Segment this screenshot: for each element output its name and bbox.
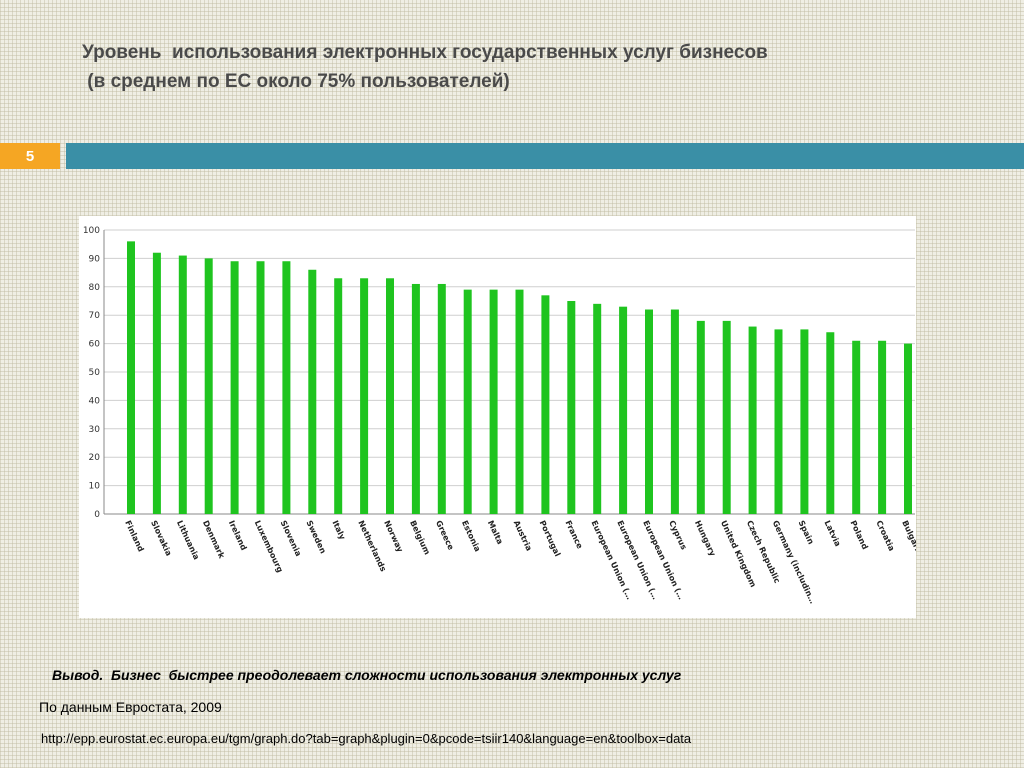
x-tick-label: Spain xyxy=(797,519,816,546)
x-tick-label: Malta xyxy=(486,519,505,546)
y-tick-label: 100 xyxy=(83,226,100,236)
bar xyxy=(127,241,135,515)
title-line-2: (в среднем по ЕС около 75% пользователей… xyxy=(82,71,510,92)
bar xyxy=(256,261,265,514)
x-tick-label: Norway xyxy=(382,519,405,554)
bar xyxy=(178,255,187,514)
bar-chart: 0 10 20 30 40 50 60 70 80 90 100 Finland Slovakia Lit… xyxy=(79,216,916,618)
bar xyxy=(852,340,861,514)
slide-title: Уровень использования электронных госуда… xyxy=(82,38,982,96)
bar xyxy=(619,306,628,514)
bar xyxy=(463,289,472,514)
x-tick-label: Finland xyxy=(123,519,145,553)
x-tick-label: Croatia xyxy=(874,519,896,552)
bar xyxy=(411,283,420,514)
y-tick-label: 60 xyxy=(89,340,101,350)
y-tick-label: 30 xyxy=(89,425,101,435)
chart-svg: 0 10 20 30 40 50 60 70 80 90 100 Finland Slovakia Lit… xyxy=(83,226,916,605)
x-tick-label: Latvia xyxy=(822,519,842,548)
x-tick-label: Estonia xyxy=(460,519,482,553)
bar xyxy=(722,320,731,514)
x-tick-label: Sweden xyxy=(304,519,327,555)
bar xyxy=(515,289,524,514)
bar xyxy=(748,326,757,514)
y-tick-label: 90 xyxy=(89,254,101,264)
bar xyxy=(878,340,887,514)
bar xyxy=(904,343,912,514)
bar xyxy=(334,278,343,514)
x-tick-label: Slovenia xyxy=(279,519,303,558)
y-tick-label: 0 xyxy=(94,510,100,520)
title-line-1: Уровень использования электронных госуда… xyxy=(82,42,768,63)
bar xyxy=(645,309,653,514)
x-tick-label: Greece xyxy=(434,519,456,552)
bar xyxy=(774,329,783,514)
bar xyxy=(308,269,317,514)
bar xyxy=(670,309,679,514)
bar xyxy=(437,283,446,514)
bar xyxy=(696,320,705,514)
bar xyxy=(593,303,602,514)
y-tick-label: 10 xyxy=(89,482,101,492)
y-tick-label: 70 xyxy=(89,311,101,321)
header-accent-bar xyxy=(66,143,1024,169)
x-tick-label: Portugal xyxy=(538,519,563,558)
source-note: По данным Евростата, 2009 xyxy=(39,699,222,715)
x-tick-label: France xyxy=(563,519,584,551)
x-tick-label: Bulgaria xyxy=(900,519,916,557)
bar xyxy=(489,289,498,514)
bar xyxy=(282,261,291,514)
x-tick-label: Denmark xyxy=(201,519,227,560)
bar xyxy=(152,252,161,514)
bar xyxy=(541,295,550,514)
bar xyxy=(386,278,394,514)
x-tick-label: Cyprus xyxy=(667,519,688,551)
bar xyxy=(360,278,369,514)
x-tick-label: Italy xyxy=(330,519,347,542)
bar xyxy=(800,329,809,514)
x-tick-label: Lithuania xyxy=(175,519,201,561)
bar xyxy=(204,258,213,514)
y-tick-label: 20 xyxy=(89,453,101,463)
x-tick-label: Luxembourg xyxy=(253,519,285,574)
x-tick-label: Poland xyxy=(848,519,869,551)
x-tick-label: Belgium xyxy=(408,519,432,556)
y-tick-label: 80 xyxy=(89,283,101,293)
bar xyxy=(567,301,576,514)
x-tick-label: Ireland xyxy=(227,519,249,552)
x-tick-label: Slovakia xyxy=(149,519,173,557)
x-tick-label: Hungary xyxy=(693,519,718,558)
y-tick-label: 40 xyxy=(89,396,101,406)
source-url[interactable]: http://epp.eurostat.ec.europa.eu/tgm/gra… xyxy=(41,731,692,746)
y-tick-label: 50 xyxy=(89,368,101,378)
x-tick-label: Netherlands xyxy=(356,519,388,573)
x-tick-label: Austria xyxy=(512,519,534,552)
bar xyxy=(826,332,835,514)
bar xyxy=(230,261,239,514)
slide-number: 5 xyxy=(0,143,60,169)
conclusion-text: Вывод. Бизнес быстрее преодолевает сложн… xyxy=(52,667,682,683)
